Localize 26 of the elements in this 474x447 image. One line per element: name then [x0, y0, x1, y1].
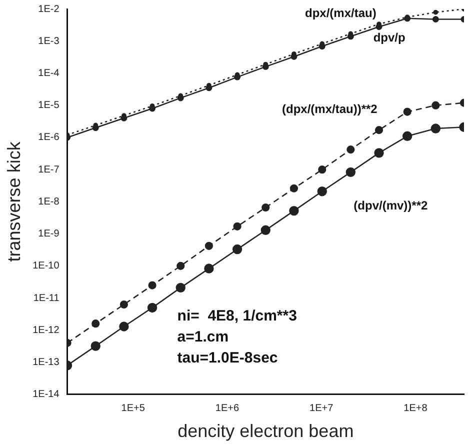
y-tick-label: 1E-9: [38, 228, 60, 240]
y-tick-label: 1E-11: [33, 292, 60, 304]
y-tick-label: 1E-8: [38, 196, 60, 208]
x-tick-label: 1E+8: [404, 403, 428, 414]
y-tick-label: 1E-7: [38, 164, 60, 176]
x-axis-title: dencity electron beam: [178, 421, 354, 442]
y-tick-label: 1E-4: [38, 68, 60, 79]
y-tick-label: 1E-12: [32, 324, 60, 336]
y-axis-title: transverse kick: [4, 140, 24, 262]
y-tick-label: 1E-6: [38, 132, 60, 144]
x-tick-label: 1E+5: [121, 403, 146, 414]
y-tick-label: 1E-10: [32, 260, 60, 272]
series-label: dpv/p: [373, 30, 406, 45]
x-tick-label: 1E+7: [310, 403, 334, 414]
y-tick-label: 1E-3: [38, 36, 60, 47]
annotation: a=1.cm: [177, 328, 229, 346]
y-tick-label: 1E-14: [32, 389, 60, 400]
y-tick-label: 1E-13: [32, 357, 60, 368]
series-label: dpx/(mx/tau): [304, 6, 376, 20]
y-tick-label: 1E-5: [38, 100, 60, 112]
annotation: ni= 4E8, 1/cm**3: [177, 308, 297, 325]
series-label: (dpx/(mx/tau))**2: [282, 102, 378, 116]
annotation: tau=1.0E-8sec: [177, 350, 278, 367]
x-tick-label: 1E+6: [215, 403, 240, 414]
series-label: (dpv/(mv))**2: [354, 198, 428, 212]
y-tick-label: 1E-2: [38, 4, 60, 15]
